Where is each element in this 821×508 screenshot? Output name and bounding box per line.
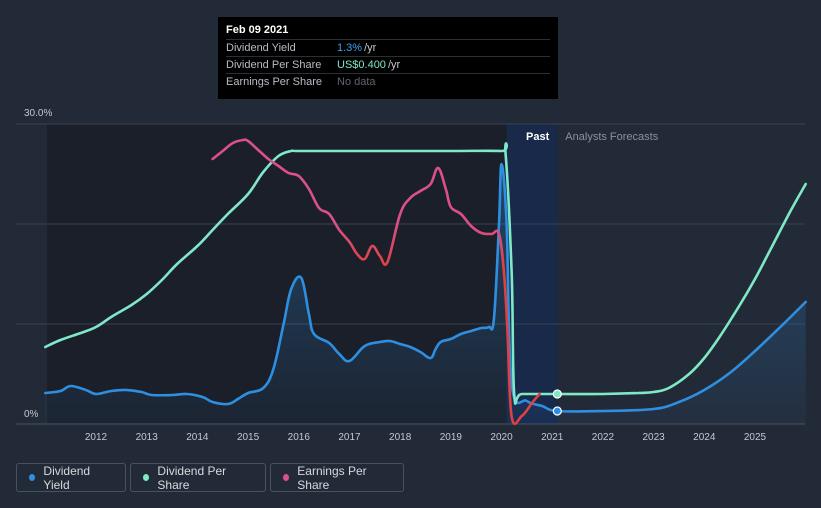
x-tick-label: 2021 — [541, 432, 564, 443]
x-tick-label: 2022 — [592, 432, 615, 443]
legend-label: Dividend Yield — [43, 463, 91, 492]
tooltip-value: US$0.400 — [337, 59, 386, 71]
past-label: Past — [526, 131, 550, 143]
highlight-band — [506, 124, 558, 424]
earnings-per-share-line — [211, 138, 541, 426]
x-tick-label: 2025 — [744, 432, 767, 443]
legend-label: Earnings Per Share — [297, 463, 367, 492]
y-tick-label: 0% — [24, 409, 39, 420]
tooltip: Feb 09 2021 Dividend Yield 1.3% /yr Divi… — [218, 17, 558, 99]
tooltip-label: Dividend Yield — [226, 42, 296, 54]
tooltip-row-dividend-yield: Dividend Yield 1.3% /yr — [226, 39, 550, 56]
x-tick-label: 2013 — [136, 432, 159, 443]
tooltip-unit: /yr — [364, 42, 377, 54]
dividend-yield-line — [44, 162, 807, 413]
x-tick-label: 2020 — [490, 432, 513, 443]
legend-dot-icon — [29, 474, 36, 481]
forecast-label: Analysts Forecasts — [565, 131, 658, 143]
dividend-per-share-line — [44, 142, 807, 405]
axis-labels: 30.0% 0% 2012 2013 2014 2015 2016 2017 2018 2019 2… — [24, 108, 767, 443]
x-tick-label: 2019 — [440, 432, 463, 443]
legend-dot-icon — [283, 474, 290, 481]
tooltip-row-earnings-per-share: Earnings Per Share No data — [226, 73, 550, 90]
x-tick-label: 2015 — [237, 432, 260, 443]
legend-label: Dividend Per Share — [157, 463, 227, 492]
tooltip-date: Feb 09 2021 — [226, 24, 289, 36]
legend-item-dividend-yield[interactable]: Dividend Yield — [16, 463, 126, 492]
tooltip-label: Dividend Per Share — [226, 59, 322, 71]
tooltip-unit: /yr — [387, 59, 401, 71]
x-tick-label: 2024 — [693, 432, 716, 443]
x-tick-label: 2018 — [389, 432, 412, 443]
series-line-layer — [44, 138, 807, 426]
legend-dot-icon — [143, 474, 150, 481]
y-tick-label: 30.0% — [24, 108, 52, 119]
tooltip-value: 1.3% — [337, 42, 363, 54]
tooltip-label: Earnings Per Share — [226, 76, 322, 88]
tooltip-value: No data — [337, 76, 376, 88]
marker-layer — [552, 389, 562, 416]
x-tick-label: 2016 — [288, 432, 311, 443]
x-tick-label: 2012 — [85, 432, 108, 443]
x-tick-label: 2017 — [338, 432, 361, 443]
x-tick-label: 2023 — [642, 432, 665, 443]
legend-item-dividend-per-share[interactable]: Dividend Per Share — [130, 463, 266, 492]
legend-item-earnings-per-share[interactable]: Earnings Per Share — [270, 463, 404, 492]
dividend-yield-marker — [552, 406, 562, 416]
dividend-per-share-marker — [552, 389, 562, 399]
tooltip-row-dividend-per-share: Dividend Per Share US$0.400 /yr — [226, 56, 550, 73]
dividend-yield-area — [45, 164, 806, 424]
x-tick-label: 2014 — [186, 432, 209, 443]
series-fill-layer — [45, 164, 806, 424]
